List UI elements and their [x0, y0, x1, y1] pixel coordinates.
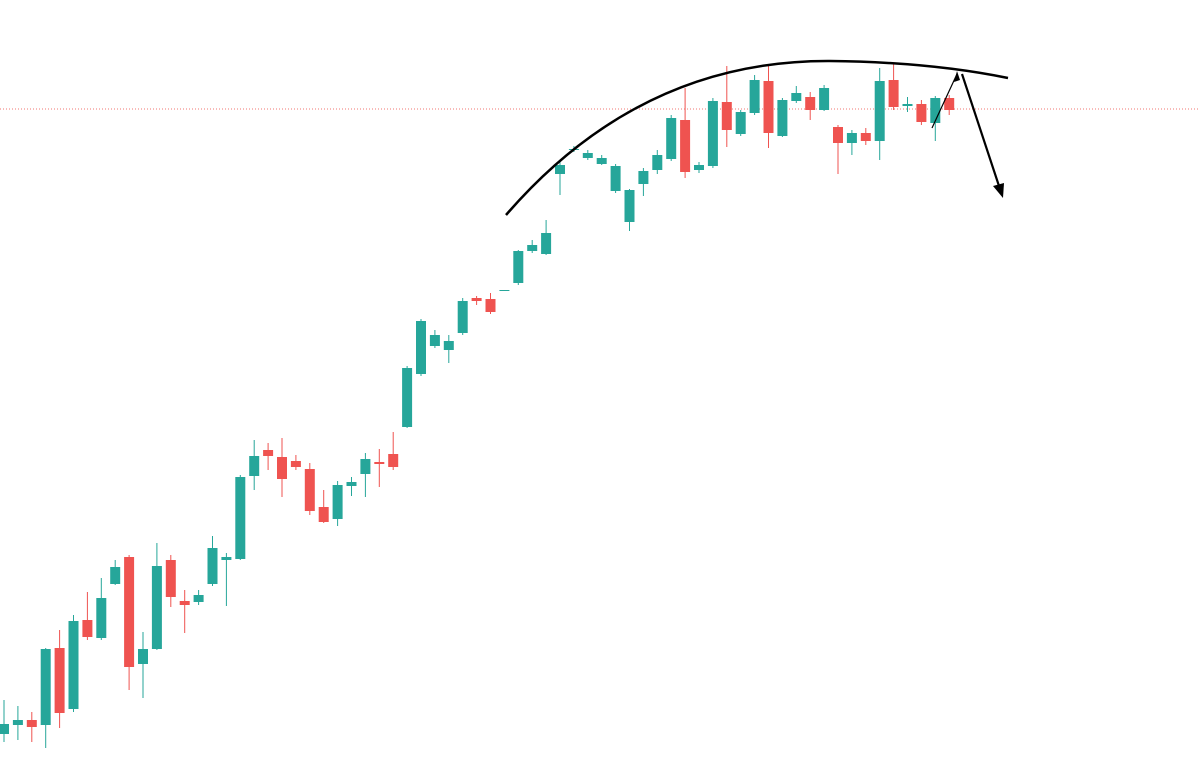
candle-body — [582, 153, 593, 158]
candle-body — [207, 548, 218, 584]
candle-body — [249, 456, 260, 476]
candle-body — [791, 93, 802, 101]
candle-body — [596, 158, 607, 164]
arrow-down-head — [993, 183, 1004, 198]
candle-body — [846, 133, 857, 143]
candle-body — [110, 567, 121, 584]
candle-body — [624, 190, 635, 222]
candle-body — [707, 101, 718, 166]
candle-body — [721, 102, 732, 130]
candle-body — [735, 112, 746, 134]
candle-body — [54, 648, 65, 713]
candle-body — [68, 621, 79, 709]
candle-body — [610, 166, 621, 191]
candle-body — [165, 560, 176, 597]
candle-body — [138, 649, 148, 664]
candle-body — [471, 298, 482, 301]
candle-body — [874, 81, 885, 141]
candle-body — [318, 507, 329, 522]
candle-body — [916, 104, 927, 122]
candle-body — [388, 454, 399, 467]
candle-body — [499, 290, 510, 291]
candle-body — [179, 601, 190, 605]
candle-body — [680, 120, 691, 172]
candle-body — [416, 321, 426, 374]
candle-body — [332, 485, 343, 519]
candle-body — [652, 155, 663, 170]
candle-body — [805, 97, 816, 110]
candle-body — [457, 301, 468, 333]
candle-body — [26, 720, 37, 727]
candle-body — [763, 81, 774, 133]
candle-body — [777, 100, 788, 136]
candle-body — [638, 171, 649, 184]
candle-body — [290, 461, 301, 467]
candle-body — [360, 459, 371, 474]
candle-body — [193, 595, 204, 602]
candle-body — [402, 368, 413, 427]
candle-body — [749, 80, 760, 113]
candle-body — [833, 127, 843, 143]
candle-body — [429, 335, 440, 346]
candle-body — [346, 482, 357, 486]
candle-body — [944, 98, 955, 110]
candle-body — [40, 649, 51, 725]
candle-body — [513, 251, 524, 283]
candle-body — [0, 724, 9, 734]
candle-body — [96, 598, 107, 638]
candle-body — [12, 720, 23, 725]
candle-body — [124, 557, 135, 667]
candles — [0, 64, 955, 748]
candle-body — [902, 104, 913, 106]
trend-curve — [505, 59, 1009, 216]
candle-body — [374, 462, 385, 464]
candle-body — [694, 165, 704, 170]
candle-body — [277, 457, 287, 479]
arrow-up — [931, 73, 958, 129]
candle-body — [666, 118, 677, 159]
candle-body — [221, 557, 232, 560]
candle-body — [485, 299, 496, 312]
candle-body — [235, 477, 246, 559]
candle-body — [888, 80, 899, 107]
candle-body — [304, 469, 315, 511]
candle-body — [443, 341, 454, 350]
candle-body — [263, 450, 274, 456]
candle-body — [819, 88, 830, 110]
candle-body — [541, 233, 552, 254]
candle-body — [82, 620, 93, 637]
candle-body — [860, 133, 871, 141]
candle-body — [527, 245, 538, 251]
candle-body — [151, 566, 162, 649]
arrow-up-head — [954, 71, 960, 82]
candle-body — [555, 165, 565, 174]
candle-body — [930, 98, 941, 123]
arrow-down — [960, 73, 1001, 187]
